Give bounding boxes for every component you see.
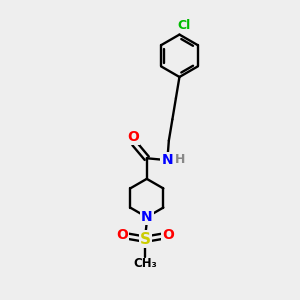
Text: H: H (175, 153, 185, 166)
Text: O: O (162, 228, 174, 242)
Text: S: S (140, 232, 151, 247)
Text: CH₃: CH₃ (134, 257, 157, 270)
Text: Cl: Cl (177, 19, 190, 32)
Text: N: N (162, 153, 173, 167)
Text: O: O (127, 130, 139, 144)
Text: N: N (141, 210, 153, 224)
Text: O: O (116, 228, 128, 242)
